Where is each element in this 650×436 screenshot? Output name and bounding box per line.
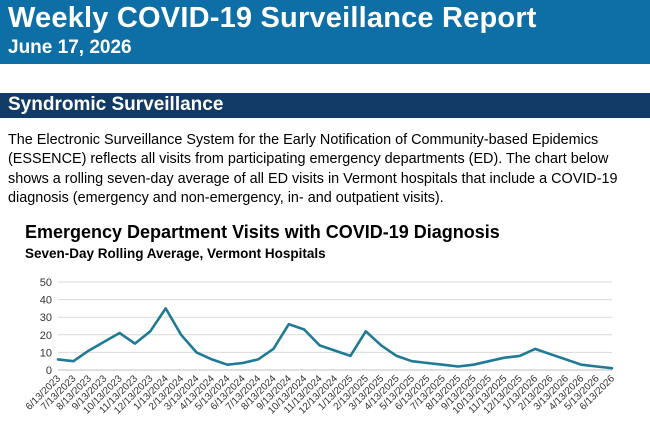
chart-gridlines bbox=[58, 281, 612, 371]
y-tick-label: 0 bbox=[46, 365, 52, 377]
data-point bbox=[503, 356, 506, 359]
data-point bbox=[72, 360, 75, 362]
data-point bbox=[118, 332, 121, 334]
data-point bbox=[272, 348, 275, 350]
data-point bbox=[426, 362, 429, 364]
section-title: Syndromic Surveillance bbox=[8, 94, 224, 115]
data-point bbox=[318, 344, 321, 347]
data-point bbox=[549, 353, 552, 355]
data-point bbox=[134, 342, 136, 345]
data-point bbox=[395, 355, 398, 357]
report-title: Weekly COVID-19 Surveillance Report bbox=[8, 2, 537, 34]
data-point bbox=[164, 307, 167, 310]
y-tick-label: 20 bbox=[40, 330, 52, 342]
data-point bbox=[103, 341, 105, 343]
data-point bbox=[518, 355, 521, 357]
description-paragraph: The Electronic Surveillance System for t… bbox=[8, 132, 618, 206]
data-point bbox=[57, 358, 59, 361]
data-point bbox=[441, 363, 444, 366]
data-point bbox=[180, 334, 182, 336]
report-header: Weekly COVID-19 Surveillance Report June… bbox=[0, 0, 650, 64]
data-point bbox=[411, 360, 413, 362]
data-point bbox=[565, 358, 567, 361]
data-point bbox=[595, 365, 598, 368]
data-point bbox=[303, 328, 306, 331]
data-point bbox=[364, 330, 367, 333]
series-layer bbox=[56, 307, 614, 370]
y-tick-label: 10 bbox=[40, 347, 52, 359]
data-point bbox=[195, 351, 198, 354]
chart-title: Emergency Department Visits with COVID-1… bbox=[25, 222, 500, 242]
report-date: June 17, 2026 bbox=[8, 37, 132, 58]
data-point bbox=[457, 365, 459, 368]
data-point bbox=[334, 349, 336, 352]
data-point bbox=[241, 362, 244, 364]
x-axis-ticks: 6/13/20237/13/20238/13/20239/13/202310/1… bbox=[24, 373, 618, 416]
data-point bbox=[288, 323, 290, 326]
data-point bbox=[149, 330, 152, 333]
chart-subtitle: Seven-Day Rolling Average, Vermont Hospi… bbox=[25, 246, 326, 261]
data-point bbox=[380, 344, 382, 347]
data-point bbox=[87, 349, 90, 352]
data-point bbox=[488, 360, 490, 362]
data-point bbox=[349, 355, 352, 357]
ed-visits-line-chart: 0 10 20 30 40 50 6/13/20237/13/20238/13/20239… bbox=[24, 277, 618, 417]
data-point bbox=[580, 363, 583, 366]
data-point bbox=[611, 367, 613, 370]
section-header: Syndromic Surveillance bbox=[0, 93, 650, 118]
y-tick-label: 30 bbox=[40, 312, 52, 324]
data-point bbox=[226, 363, 229, 366]
y-tick-label: 40 bbox=[40, 295, 52, 307]
data-point bbox=[534, 348, 536, 350]
y-tick-label: 50 bbox=[40, 277, 52, 289]
data-point bbox=[257, 358, 259, 361]
data-point bbox=[472, 363, 475, 366]
data-point bbox=[211, 358, 213, 361]
y-axis-ticks: 0 10 20 30 40 50 bbox=[40, 277, 52, 377]
